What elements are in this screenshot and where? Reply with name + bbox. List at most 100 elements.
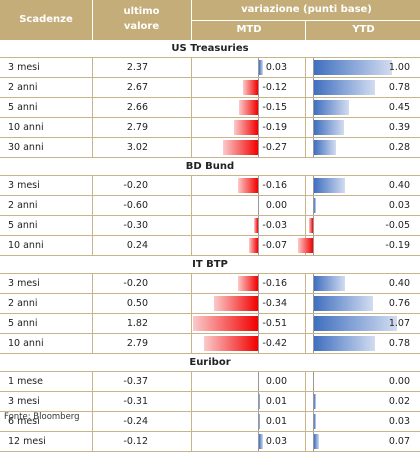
table-row: 30 anni 3.02 -0.27 0.28 (0, 137, 420, 158)
column-divider (191, 78, 192, 97)
mtd-axis (258, 236, 259, 255)
column-divider (305, 58, 306, 77)
maturity-label: 3 mesi (8, 278, 40, 289)
column-divider (305, 432, 306, 451)
column-divider (92, 176, 93, 195)
ytd-value: -0.19 (385, 240, 410, 251)
column-divider (191, 372, 192, 391)
header-ultimo-line2: valore (123, 21, 160, 32)
maturity-label: 5 anni (8, 220, 38, 231)
mtd-value: -0.42 (262, 338, 287, 349)
mtd-axis (258, 196, 259, 215)
maturity-label: 6 mesi (8, 416, 40, 427)
table-row: 12 mesi -0.12 0.03 0.07 (0, 431, 420, 452)
table-row: 10 anni 2.79 -0.42 0.78 (0, 333, 420, 354)
mtd-bar (259, 60, 263, 75)
mtd-value: 0.00 (265, 376, 287, 387)
mtd-bar (259, 394, 261, 409)
table-row: 3 mesi -0.20 -0.16 0.40 (0, 273, 420, 293)
ytd-value: -0.05 (385, 220, 410, 231)
table-row: 5 anni -0.30 -0.03 -0.05 (0, 215, 420, 235)
column-divider (92, 236, 93, 255)
mtd-bar (249, 238, 258, 253)
column-divider (92, 432, 93, 451)
column-divider (305, 314, 306, 333)
column-divider (191, 334, 192, 353)
table-row: 6 mesi -0.24 0.01 0.03 (0, 411, 420, 431)
last-value: 2.79 (126, 122, 148, 133)
column-divider (191, 236, 192, 255)
last-value: -0.31 (123, 396, 148, 407)
ytd-axis (313, 392, 314, 411)
maturity-label: 5 anni (8, 318, 38, 329)
table-row: 10 anni 2.79 -0.19 0.39 (0, 117, 420, 137)
ytd-value: 0.03 (388, 416, 410, 427)
ytd-axis (313, 98, 314, 117)
mtd-bar (214, 296, 258, 311)
column-divider (191, 412, 192, 431)
ytd-bar (298, 238, 313, 253)
last-value: 2.37 (126, 62, 148, 73)
mtd-axis (258, 98, 259, 117)
maturity-label: 30 anni (8, 142, 44, 153)
last-value: 0.50 (126, 298, 148, 309)
column-divider (92, 314, 93, 333)
table-row: 2 anni 0.50 -0.34 0.76 (0, 293, 420, 313)
mtd-bar (192, 316, 258, 331)
mtd-bar (238, 100, 258, 115)
ytd-bar (314, 120, 345, 135)
mtd-value: -0.16 (262, 180, 287, 191)
column-divider (92, 138, 93, 157)
mtd-value: -0.51 (262, 318, 287, 329)
ytd-bar (314, 276, 346, 291)
ytd-value: 0.45 (388, 102, 410, 113)
column-divider (92, 216, 93, 235)
maturity-label: 2 anni (8, 82, 38, 93)
last-value: 2.79 (126, 338, 148, 349)
ytd-value: 0.28 (388, 142, 410, 153)
ytd-axis (313, 118, 314, 137)
mtd-value: 0.01 (265, 396, 287, 407)
maturity-label: 2 anni (8, 200, 38, 211)
maturity-label: 10 anni (8, 240, 44, 251)
last-value: 1.82 (126, 318, 148, 329)
column-divider (191, 98, 192, 117)
column-divider (191, 432, 192, 451)
last-value: -0.30 (123, 220, 148, 231)
mtd-value: -0.16 (262, 278, 287, 289)
maturity-label: 3 mesi (8, 180, 40, 191)
column-divider (92, 274, 93, 293)
last-value: -0.20 (123, 180, 148, 191)
column-divider (191, 314, 192, 333)
ytd-value: 0.00 (388, 376, 410, 387)
column-divider (305, 334, 306, 353)
column-divider (305, 138, 306, 157)
ytd-value: 0.40 (388, 278, 410, 289)
mtd-value: -0.34 (262, 298, 287, 309)
header-ytd: YTD (305, 20, 420, 40)
maturity-label: 10 anni (8, 338, 44, 349)
table-row: 10 anni 0.24 -0.07 -0.19 (0, 235, 420, 256)
mtd-bar (259, 434, 263, 449)
section-title: US Treasuries (0, 40, 420, 57)
ytd-bar (314, 336, 375, 351)
maturity-label: 3 mesi (8, 396, 40, 407)
ytd-axis (313, 412, 314, 431)
column-divider (191, 274, 192, 293)
mtd-value: -0.15 (262, 102, 287, 113)
mtd-axis (258, 412, 259, 431)
column-divider (191, 58, 192, 77)
ytd-bar (314, 100, 350, 115)
ytd-axis (313, 314, 314, 333)
ytd-value: 0.07 (388, 436, 410, 447)
last-value: -0.60 (123, 200, 148, 211)
last-value: -0.37 (123, 376, 148, 387)
header-scadenze: Scadenze (0, 0, 93, 40)
mtd-value: -0.07 (262, 240, 287, 251)
ytd-axis (313, 78, 314, 97)
maturity-label: 2 anni (8, 298, 38, 309)
ytd-value: 1.07 (388, 318, 410, 329)
section-title: BD Bund (0, 158, 420, 175)
mtd-axis (258, 118, 259, 137)
